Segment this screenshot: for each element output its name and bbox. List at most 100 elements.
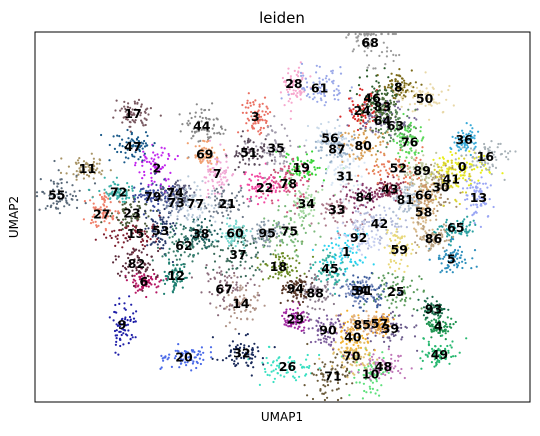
cluster-52-points xyxy=(357,143,425,192)
cluster-label-30: 30 xyxy=(432,180,450,195)
cluster-2-points xyxy=(134,143,179,193)
cluster-label-40: 40 xyxy=(344,329,362,344)
cluster-label-6: 6 xyxy=(140,274,149,289)
cluster-label-28: 28 xyxy=(285,76,302,91)
cluster-label-0: 0 xyxy=(458,159,467,174)
cluster-label-95: 95 xyxy=(258,225,275,240)
cluster-label-75: 75 xyxy=(281,224,298,239)
cluster-label-4: 4 xyxy=(434,318,443,333)
cluster-label-81: 81 xyxy=(397,192,414,207)
cluster-label-80: 80 xyxy=(354,138,372,153)
cluster-78-points xyxy=(260,157,312,214)
cluster-label-89: 89 xyxy=(413,163,430,178)
cluster-71-points xyxy=(303,342,384,402)
cluster-label-52: 52 xyxy=(390,161,407,176)
cluster-label-27: 27 xyxy=(93,207,110,222)
cluster-62-points xyxy=(141,222,213,277)
cluster-72-points xyxy=(87,176,148,203)
cluster-85-points xyxy=(334,310,387,336)
cluster-label-74: 74 xyxy=(166,185,184,200)
cluster-83-points xyxy=(369,84,398,132)
cluster-label-53: 53 xyxy=(152,223,169,238)
cluster-73-points xyxy=(157,187,198,221)
cluster-label-54: 54 xyxy=(351,283,369,298)
cluster-label-21: 21 xyxy=(218,196,235,211)
cluster-label-94: 94 xyxy=(287,281,305,296)
cluster-label-62: 62 xyxy=(175,238,192,253)
cluster-90-points xyxy=(303,313,348,358)
cluster-label-47: 47 xyxy=(124,139,141,154)
cluster-label-66: 66 xyxy=(415,188,433,203)
cluster-53-points xyxy=(140,207,177,264)
cluster-label-88: 88 xyxy=(306,286,323,301)
cluster-label-77: 77 xyxy=(187,196,204,211)
cluster-label-32: 32 xyxy=(233,346,250,361)
cluster-label-15: 15 xyxy=(127,226,144,241)
cluster-68-points xyxy=(345,32,401,70)
cluster-label-14: 14 xyxy=(232,296,250,311)
cluster-label-73: 73 xyxy=(167,195,184,210)
cluster-label-60: 60 xyxy=(226,225,244,240)
cluster-41-points xyxy=(424,152,474,207)
cluster-label-63: 63 xyxy=(387,118,404,133)
cluster-9-points xyxy=(108,295,138,356)
cluster-42-points xyxy=(353,190,408,250)
cluster-label-91: 91 xyxy=(355,283,372,298)
cluster-label-5: 5 xyxy=(447,252,456,267)
cluster-label-76: 76 xyxy=(401,134,419,149)
cluster-label-84: 84 xyxy=(355,190,373,205)
cluster-label-43: 43 xyxy=(381,181,398,196)
cluster-32-points xyxy=(211,332,276,377)
cluster-label-92: 92 xyxy=(350,230,367,245)
cluster-label-12: 12 xyxy=(167,268,184,283)
cluster-label-8: 8 xyxy=(394,79,403,94)
cluster-16-points xyxy=(454,140,517,181)
cluster-36-points xyxy=(449,122,480,157)
cluster-label-90: 90 xyxy=(319,322,337,337)
cluster-label-25: 25 xyxy=(387,284,404,299)
cluster-65-points xyxy=(433,215,477,247)
y-axis-label: UMAP2 xyxy=(7,196,21,238)
cluster-93-points xyxy=(416,295,450,319)
cluster-69-points xyxy=(186,139,226,171)
cluster-51-points xyxy=(225,130,273,174)
cluster-label-39: 39 xyxy=(382,321,399,336)
cluster-79-points xyxy=(132,172,178,216)
cluster-label-44: 44 xyxy=(193,119,211,134)
cluster-label-83: 83 xyxy=(374,99,391,114)
cluster-label-11: 11 xyxy=(79,161,96,176)
cluster-label-7: 7 xyxy=(213,166,222,181)
cluster-label-55: 55 xyxy=(48,187,65,202)
cluster-61-points xyxy=(280,62,353,107)
cluster-label-24: 24 xyxy=(353,103,371,118)
cluster-4-points xyxy=(424,312,457,341)
chart-title: leiden xyxy=(259,9,305,27)
cluster-80-points xyxy=(338,119,389,172)
cluster-label-58: 58 xyxy=(415,205,432,220)
cluster-label-36: 36 xyxy=(455,132,473,147)
cluster-labels: 0123456789101112131415161718192021222324… xyxy=(48,35,494,383)
cluster-12-points xyxy=(162,250,195,295)
cluster-label-9: 9 xyxy=(118,317,127,332)
cluster-34-points xyxy=(286,176,337,227)
cluster-92-points xyxy=(334,205,398,258)
cluster-label-18: 18 xyxy=(270,259,287,274)
cluster-label-37: 37 xyxy=(229,247,246,262)
cluster-74-points xyxy=(155,179,196,204)
cluster-label-70: 70 xyxy=(343,348,361,363)
cluster-label-71: 71 xyxy=(324,369,341,384)
cluster-7-points xyxy=(202,139,235,199)
cluster-22-points xyxy=(239,162,298,206)
cluster-6-points xyxy=(124,267,168,299)
cluster-17-points xyxy=(112,98,162,133)
cluster-label-10: 10 xyxy=(362,366,380,381)
cluster-81-points xyxy=(390,181,421,225)
x-axis-label: UMAP1 xyxy=(261,410,303,424)
cluster-87-points xyxy=(314,118,359,175)
cluster-label-48: 48 xyxy=(375,359,392,374)
cluster-94-points xyxy=(279,274,314,315)
cluster-label-1: 1 xyxy=(342,244,351,259)
cluster-label-68: 68 xyxy=(361,35,378,50)
cluster-29-points xyxy=(281,300,310,332)
cluster-82-points xyxy=(112,239,160,292)
